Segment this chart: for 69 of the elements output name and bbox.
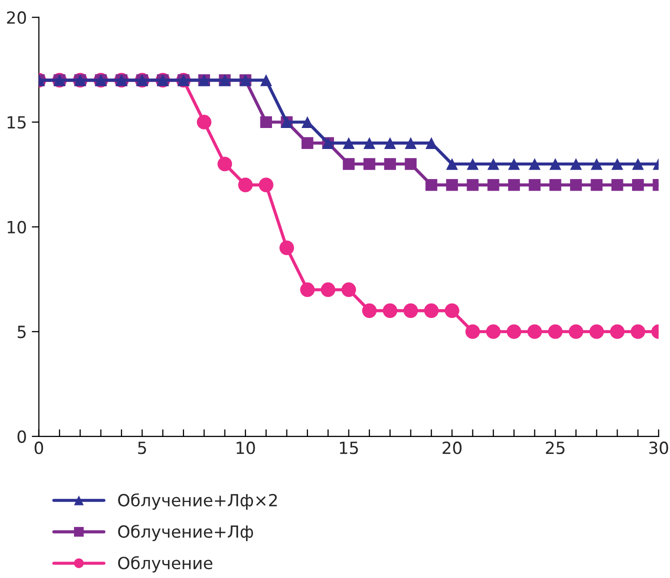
point <box>300 282 315 298</box>
point <box>260 116 272 128</box>
point <box>549 179 562 191</box>
point <box>279 240 294 256</box>
point <box>611 179 624 191</box>
point <box>341 282 356 298</box>
point <box>548 324 563 339</box>
point <box>611 158 624 170</box>
point <box>320 282 336 298</box>
point <box>570 158 582 170</box>
point <box>425 179 438 191</box>
point <box>568 324 584 339</box>
point <box>404 158 417 170</box>
point <box>465 324 480 339</box>
point <box>590 179 603 191</box>
x-tick-label: 15 <box>340 442 358 454</box>
x-tick-label: 5 <box>138 442 146 454</box>
point <box>382 303 398 318</box>
point <box>302 137 314 149</box>
x-tick-label: 0 <box>34 442 44 454</box>
point <box>363 137 376 149</box>
point <box>446 179 458 191</box>
point <box>466 158 479 170</box>
point <box>528 179 541 191</box>
point <box>506 324 522 339</box>
point <box>446 158 458 170</box>
point <box>384 158 396 170</box>
point <box>486 324 501 339</box>
point <box>258 178 274 192</box>
point <box>528 158 541 170</box>
point <box>260 74 272 86</box>
y-tick-label: 0 <box>18 430 26 443</box>
point <box>384 137 396 149</box>
legend-label: Облучение+Лф <box>118 524 254 542</box>
point <box>632 179 644 191</box>
x-tick-label: 20 <box>442 442 462 454</box>
y-tick-label: 15 <box>8 116 26 129</box>
legend-label: Облучение <box>118 556 212 573</box>
x-tick-label: 30 <box>649 442 668 454</box>
point <box>466 179 479 191</box>
point <box>570 179 582 191</box>
point <box>487 158 500 170</box>
point <box>444 303 460 318</box>
point <box>403 303 418 318</box>
point <box>632 158 644 170</box>
point <box>362 303 377 318</box>
point <box>342 137 355 149</box>
point <box>238 178 253 192</box>
point <box>610 324 625 339</box>
point <box>196 114 212 130</box>
point <box>424 303 439 318</box>
point <box>630 324 646 339</box>
x-tick-label: 10 <box>236 442 255 454</box>
point <box>590 158 603 170</box>
point <box>549 158 562 170</box>
point <box>589 324 604 339</box>
point <box>404 137 417 149</box>
point <box>217 156 232 172</box>
y-tick-label: 5 <box>18 326 26 338</box>
point <box>342 158 355 170</box>
legend-label: Облучение+Лф×2 <box>118 493 277 510</box>
point <box>508 179 520 191</box>
point <box>363 158 376 170</box>
point <box>508 158 520 170</box>
y-tick-label: 20 <box>7 11 26 24</box>
y-tick-label: 10 <box>8 220 26 234</box>
x-tick-label: 25 <box>546 442 564 454</box>
point <box>487 179 500 191</box>
point <box>527 324 542 339</box>
